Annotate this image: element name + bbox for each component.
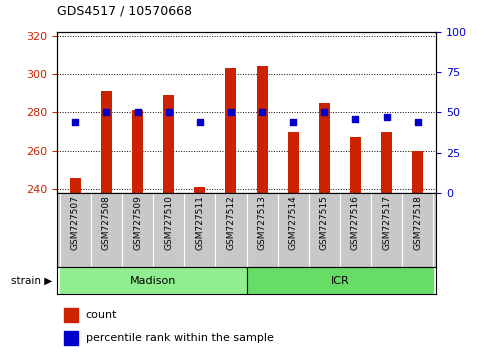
Bar — [288, 132, 299, 193]
Text: GDS4517 / 10570668: GDS4517 / 10570668 — [57, 5, 192, 18]
Bar — [64, 331, 78, 344]
Text: GSM727511: GSM727511 — [195, 195, 204, 250]
Text: ICR: ICR — [330, 275, 349, 286]
Text: GSM727516: GSM727516 — [351, 195, 360, 250]
Point — [103, 110, 110, 115]
Bar — [101, 91, 112, 193]
Text: percentile rank within the sample: percentile rank within the sample — [86, 332, 274, 343]
Bar — [246, 267, 433, 294]
Point — [71, 119, 79, 125]
Bar — [64, 308, 78, 322]
Text: GSM727517: GSM727517 — [382, 195, 391, 250]
Point — [352, 116, 359, 122]
Point — [227, 110, 235, 115]
Bar — [225, 68, 236, 193]
Text: GSM727512: GSM727512 — [226, 195, 236, 250]
Text: GSM727510: GSM727510 — [164, 195, 173, 250]
Bar — [194, 187, 205, 193]
Bar — [412, 151, 423, 193]
Point — [414, 119, 422, 125]
Bar — [60, 267, 246, 294]
Bar — [350, 137, 361, 193]
Text: GSM727509: GSM727509 — [133, 195, 142, 250]
Text: GSM727507: GSM727507 — [71, 195, 80, 250]
Point — [134, 110, 141, 115]
Bar — [163, 95, 174, 193]
Bar — [319, 103, 330, 193]
Text: GSM727515: GSM727515 — [320, 195, 329, 250]
Bar — [70, 178, 81, 193]
Point — [258, 110, 266, 115]
Point — [320, 110, 328, 115]
Text: strain ▶: strain ▶ — [10, 275, 52, 286]
Text: Madison: Madison — [130, 275, 176, 286]
Text: GSM727514: GSM727514 — [289, 195, 298, 250]
Bar — [381, 132, 392, 193]
Text: count: count — [86, 310, 117, 320]
Bar — [132, 110, 143, 193]
Bar — [257, 67, 268, 193]
Text: GSM727518: GSM727518 — [413, 195, 422, 250]
Point — [289, 119, 297, 125]
Point — [165, 110, 173, 115]
Text: GSM727513: GSM727513 — [257, 195, 267, 250]
Text: GSM727508: GSM727508 — [102, 195, 111, 250]
Point — [196, 119, 204, 125]
Point — [383, 114, 390, 120]
